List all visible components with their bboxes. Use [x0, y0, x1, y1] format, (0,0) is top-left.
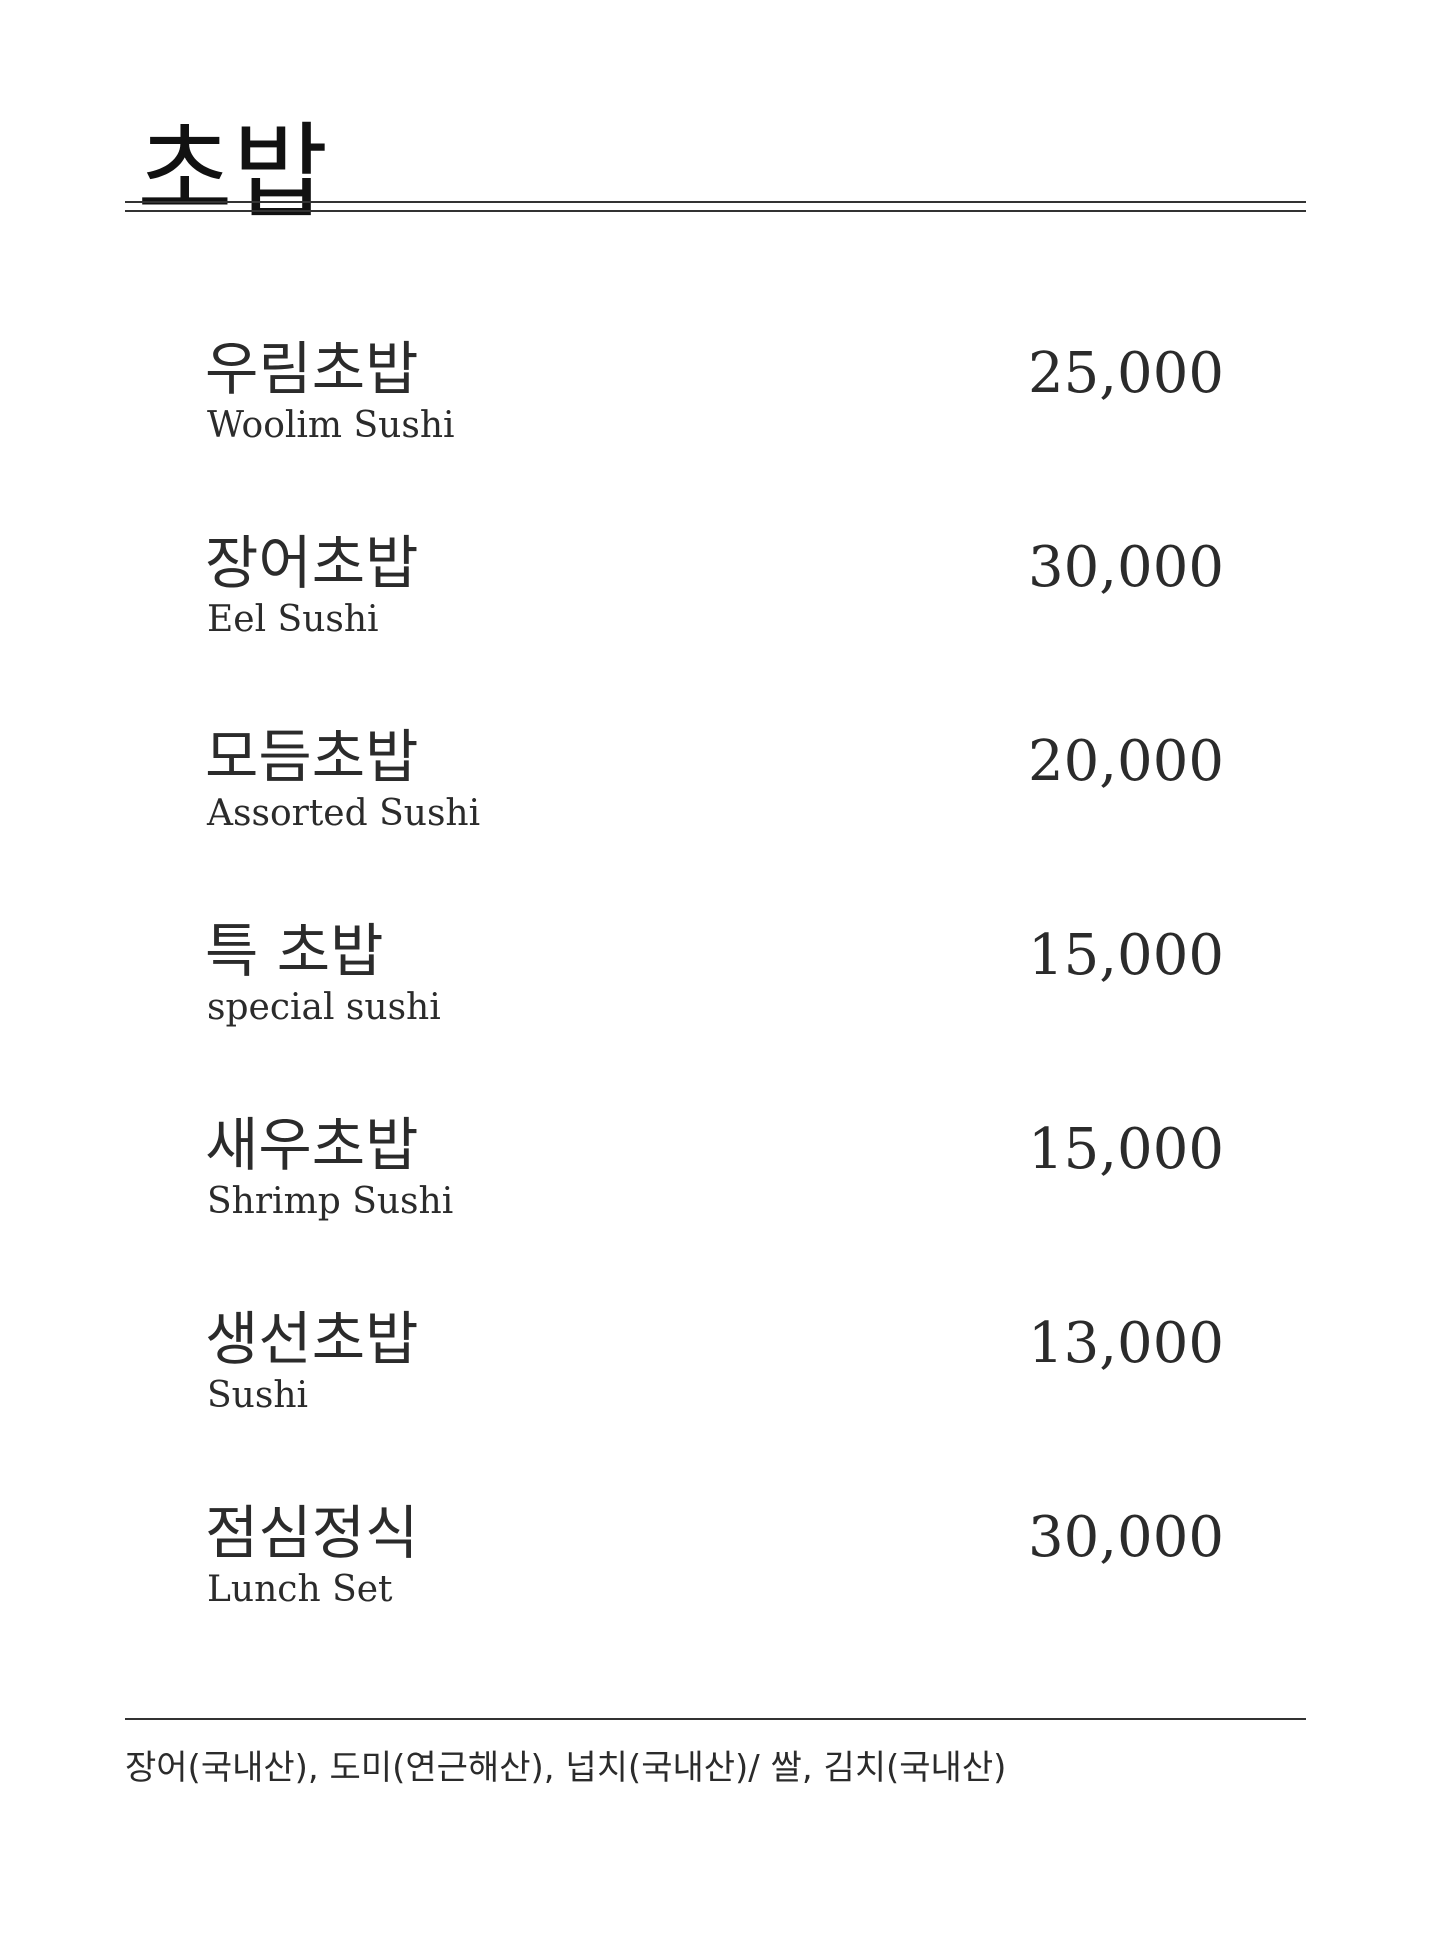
menu-item-name-ko: 특 초밥 [205, 917, 384, 985]
menu-item-name-ko: 새우초밥 [205, 1111, 419, 1179]
menu-item-name-ko: 점심정식 [205, 1499, 419, 1567]
menu-item-price: 30,000 [1028, 1505, 1224, 1570]
menu-item-lunch-set: 점심정식 Lunch Set 30,000 [205, 1504, 1235, 1698]
menu-item-name-ko: 생선초밥 [205, 1305, 419, 1373]
menu-item-shrimp-sushi: 새우초밥 Shrimp Sushi 15,000 [205, 1116, 1235, 1310]
menu-item-name-en: Eel Sushi [207, 599, 379, 640]
header-divider-line-bottom [125, 210, 1306, 212]
menu-item-price: 25,000 [1028, 341, 1224, 406]
header-double-divider [125, 201, 1306, 213]
menu-item-name-en: Woolim Sushi [207, 405, 455, 446]
menu-item-price: 20,000 [1028, 729, 1224, 794]
menu-item-name-en: Shrimp Sushi [207, 1181, 454, 1222]
menu-item-name-ko: 장어초밥 [205, 529, 419, 597]
menu-item-name-ko: 모듬초밥 [205, 723, 419, 791]
menu-item-woolim-sushi: 우림초밥 Woolim Sushi 25,000 [205, 340, 1235, 534]
menu-item-price: 13,000 [1028, 1311, 1224, 1376]
menu-item-name-en: Sushi [207, 1375, 309, 1416]
menu-item-name-en: Lunch Set [207, 1569, 393, 1610]
menu-item-special-sushi: 특 초밥 special sushi 15,000 [205, 922, 1235, 1116]
footer-divider [125, 1718, 1306, 1720]
menu-item-price: 15,000 [1028, 1117, 1224, 1182]
menu-item-price: 30,000 [1028, 535, 1224, 600]
origin-note: 장어(국내산), 도미(연근해산), 넙치(국내산)/ 쌀, 김치(국내산) [125, 1748, 1007, 1788]
header-divider-line-top [125, 201, 1306, 203]
menu-list: 우림초밥 Woolim Sushi 25,000 장어초밥 Eel Sushi … [205, 340, 1235, 1698]
menu-item-name-en: special sushi [207, 987, 441, 1028]
menu-item-eel-sushi: 장어초밥 Eel Sushi 30,000 [205, 534, 1235, 728]
menu-item-assorted-sushi: 모듬초밥 Assorted Sushi 20,000 [205, 728, 1235, 922]
page-title: 초밥 [137, 110, 329, 233]
menu-item-name-en: Assorted Sushi [207, 793, 481, 834]
menu-item-price: 15,000 [1028, 923, 1224, 988]
menu-item-name-ko: 우림초밥 [205, 335, 419, 403]
menu-item-fish-sushi: 생선초밥 Sushi 13,000 [205, 1310, 1235, 1504]
